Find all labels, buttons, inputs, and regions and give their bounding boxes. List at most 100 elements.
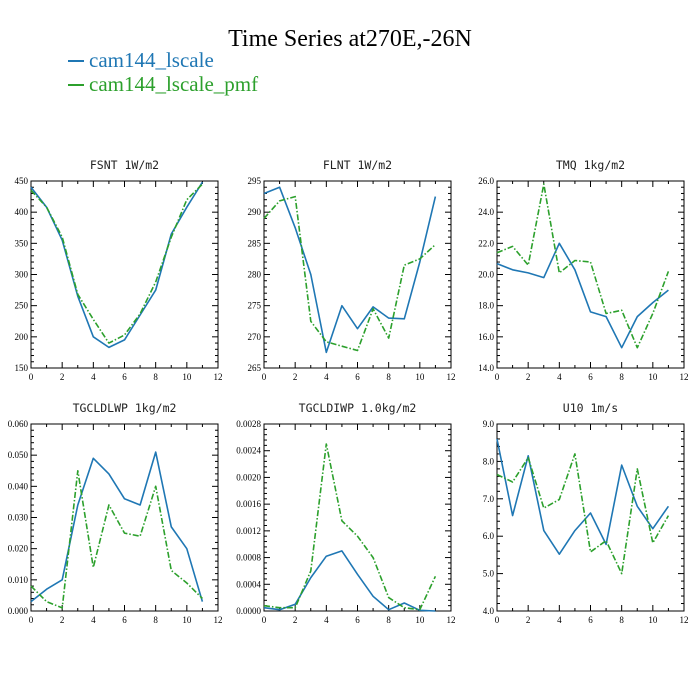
y-tick-label: 18.0 <box>478 301 494 311</box>
x-tick-label: 6 <box>355 615 360 625</box>
x-tick-label: 4 <box>91 615 96 625</box>
x-tick-label: 12 <box>214 372 223 382</box>
series-line-cam144-lscale <box>496 438 670 556</box>
y-tick-label: 0.0016 <box>236 499 261 509</box>
x-tick-label: 0 <box>495 372 500 382</box>
x-tick-label: 0 <box>262 372 267 382</box>
x-tick-label: 8 <box>153 372 158 382</box>
y-tick-label: 0.0000 <box>236 606 261 616</box>
series-line-cam144-lscale-pmf <box>263 195 436 352</box>
x-tick-label: 6 <box>588 372 593 382</box>
series-line-cam144-lscale-pmf <box>30 183 203 344</box>
series-line-cam144-lscale-pmf <box>263 443 437 611</box>
x-tick-label: 8 <box>619 615 624 625</box>
chart-panel: FSNT 1W/m2 0 2 4 6 8 10 12 150 200 250 300 350 400 450 <box>15 158 223 382</box>
series-line-cam144-lscale-pmf <box>496 183 670 349</box>
y-tick-label: 8.0 <box>483 456 495 466</box>
x-tick-label: 4 <box>91 372 96 382</box>
y-tick-label: 24.0 <box>478 207 494 217</box>
plot-frame <box>496 423 685 612</box>
x-tick-label: 12 <box>680 615 689 625</box>
x-tick-label: 8 <box>386 372 391 382</box>
x-tick-label: 2 <box>60 615 65 625</box>
x-tick-label: 10 <box>415 372 425 382</box>
y-tick-label: 0.0028 <box>236 419 261 429</box>
y-tick-label: 0.0020 <box>236 472 261 482</box>
legend-item-cam144-lscale: cam144_lscale <box>68 48 258 72</box>
x-tick-label: 6 <box>122 615 127 625</box>
y-tick-label: 275 <box>248 301 262 311</box>
y-tick-label: 0.040 <box>8 481 29 491</box>
legend-item-cam144-lscale-pmf: cam144_lscale_pmf <box>68 72 258 96</box>
series-line-cam144-lscale-pmf <box>30 469 203 609</box>
x-tick-label: 10 <box>648 615 658 625</box>
x-tick-label: 0 <box>29 372 34 382</box>
panel-title: TGCLDIWP 1.0kg/m2 <box>299 401 417 415</box>
y-tick-label: 22.0 <box>478 238 494 248</box>
series-line-cam144-lscale <box>30 451 204 603</box>
panel-title: U10 1m/s <box>563 401 618 415</box>
x-tick-label: 6 <box>355 372 360 382</box>
x-tick-label: 4 <box>324 372 329 382</box>
x-tick-label: 6 <box>122 372 127 382</box>
legend: cam144_lscale cam144_lscale_pmf <box>68 48 258 96</box>
chart-panel: TGCLDIWP 1.0kg/m2 0 2 4 6 8 10 12 0.0000 0.0004 0.… <box>236 401 455 625</box>
y-tick-label: 16.0 <box>478 332 494 342</box>
y-tick-label: 250 <box>15 301 29 311</box>
y-tick-label: 0.0024 <box>236 446 261 456</box>
y-tick-label: 200 <box>15 332 29 342</box>
x-tick-label: 12 <box>680 372 689 382</box>
y-tick-label: 14.0 <box>478 363 494 373</box>
x-tick-label: 2 <box>526 615 531 625</box>
y-tick-label: 9.0 <box>483 419 495 429</box>
y-tick-label: 0.0004 <box>236 579 261 589</box>
x-tick-label: 12 <box>214 615 223 625</box>
y-tick-label: 4.0 <box>483 606 495 616</box>
y-tick-label: 290 <box>248 207 262 217</box>
y-tick-label: 285 <box>248 238 262 248</box>
panel-title: TGCLDLWP 1kg/m2 <box>73 401 177 415</box>
series-line-cam144-lscale <box>263 186 437 354</box>
y-tick-label: 0.020 <box>8 544 29 554</box>
plot-frame <box>496 180 685 369</box>
x-tick-label: 6 <box>588 615 593 625</box>
y-tick-label: 0.060 <box>8 419 29 429</box>
y-tick-label: 265 <box>248 363 262 373</box>
y-tick-label: 280 <box>248 270 262 280</box>
figure-title: Time Series at270E,-26N <box>228 26 472 52</box>
y-tick-label: 0.0012 <box>236 526 261 536</box>
x-tick-label: 2 <box>60 372 65 382</box>
x-tick-label: 8 <box>619 372 624 382</box>
x-tick-label: 4 <box>557 615 562 625</box>
y-tick-label: 26.0 <box>478 176 494 186</box>
y-tick-label: 0.000 <box>8 606 29 616</box>
y-tick-label: 450 <box>15 176 29 186</box>
y-tick-label: 400 <box>15 207 29 217</box>
x-tick-label: 2 <box>293 615 298 625</box>
x-tick-label: 12 <box>447 372 456 382</box>
y-tick-label: 0.010 <box>8 575 29 585</box>
x-tick-label: 0 <box>262 615 267 625</box>
x-tick-label: 4 <box>557 372 562 382</box>
panel-title: FSNT 1W/m2 <box>90 158 159 172</box>
series-line-cam144-lscale <box>30 181 204 349</box>
panel-title: FLNT 1W/m2 <box>323 158 392 172</box>
x-tick-label: 8 <box>153 615 158 625</box>
y-tick-label: 350 <box>15 238 29 248</box>
x-tick-label: 8 <box>386 615 391 625</box>
series-line-cam144-lscale <box>496 242 669 349</box>
series-line-cam144-lscale-pmf <box>496 453 670 575</box>
y-tick-label: 0.050 <box>8 450 29 460</box>
series-line-cam144-lscale <box>263 550 436 612</box>
plot-frame <box>30 423 219 612</box>
y-tick-label: 6.0 <box>483 531 495 541</box>
plot-frame <box>263 180 452 369</box>
y-tick-label: 150 <box>15 363 29 373</box>
panel-title: TMQ 1kg/m2 <box>556 158 625 172</box>
chart-panel: FLNT 1W/m2 0 2 4 6 8 10 12 265 270 275 280 285 290 295 <box>248 158 456 382</box>
x-tick-label: 2 <box>293 372 298 382</box>
x-tick-label: 0 <box>29 615 34 625</box>
x-tick-label: 0 <box>495 615 500 625</box>
y-tick-label: 5.0 <box>483 569 495 579</box>
